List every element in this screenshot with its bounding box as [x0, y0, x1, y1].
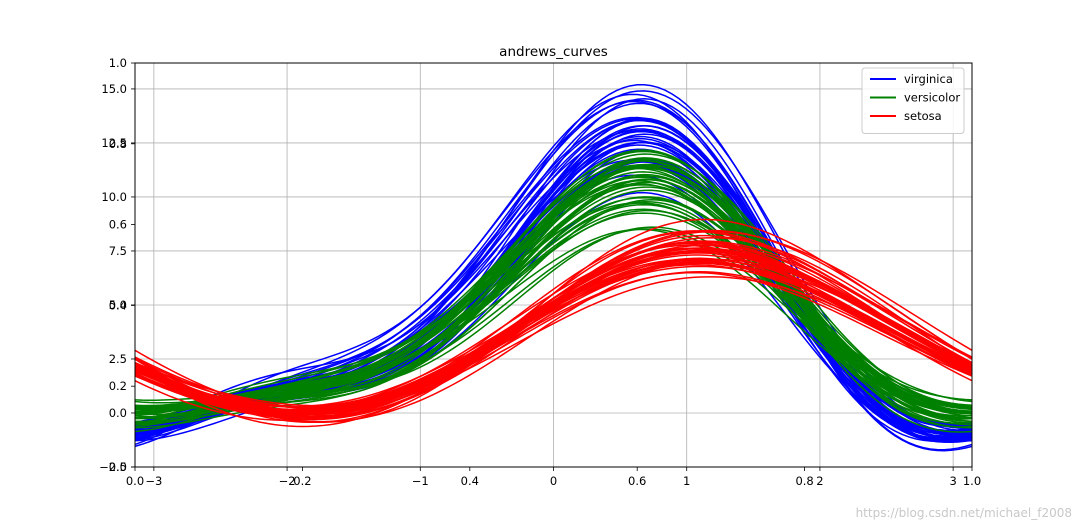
curve-setosa [134, 258, 973, 409]
watermark-text: https://blog.csdn.net/michael_f2008 [855, 506, 1072, 520]
overlay-x-tick-label: 0.0 [126, 474, 144, 488]
x-tick-label: −3 [145, 474, 162, 488]
y-tick-label: 2.5 [109, 352, 127, 366]
curve-versicolor [134, 196, 973, 410]
x-tick-label: 2 [816, 474, 823, 488]
y-tick-label: 10.0 [101, 190, 127, 204]
legend-label-virginica: virginica [904, 72, 953, 86]
overlay-y-tick-label: 0.8 [109, 137, 127, 151]
curve-versicolor [134, 183, 973, 413]
x-tick-label: 0 [550, 474, 557, 488]
x-tick-label: −2 [279, 474, 296, 488]
curve-setosa [134, 229, 973, 424]
curve-versicolor [134, 164, 973, 433]
overlay-y-tick-label: 0.6 [109, 218, 127, 232]
overlay-y-tick-label: 0.0 [109, 460, 127, 474]
tick-labels: −3 −2 −1 0 1 2 3−2.50.02.55.07.510.012.515.00.… [99, 56, 981, 488]
curve-setosa [134, 271, 973, 415]
curve-setosa [134, 244, 973, 408]
legend-label-setosa: setosa [904, 109, 942, 123]
y-tick-label: −2.5 [99, 460, 127, 474]
y-tick-label: 7.5 [109, 244, 127, 258]
curve-versicolor [134, 181, 973, 429]
overlay-x-tick-label: 0.4 [461, 474, 479, 488]
curve-setosa [134, 259, 973, 411]
legend-label-versicolor: versicolor [904, 91, 960, 105]
overlay-x-tick-label: 1.0 [963, 474, 981, 488]
overlay-x-tick-label: 0.2 [293, 474, 311, 488]
y-tick-label: 15.0 [101, 82, 127, 96]
curve-versicolor [134, 226, 973, 401]
overlay-y-tick-label: 1.0 [109, 56, 127, 70]
y-tick-label: 0.0 [109, 406, 127, 420]
curve-versicolor [134, 157, 973, 413]
curve-versicolor [134, 160, 973, 414]
overlay-x-tick-label: 0.6 [628, 474, 646, 488]
y-tick-label: 12.5 [101, 136, 127, 150]
x-tick-label: 1 [683, 474, 690, 488]
legend: virginica versicolor setosa [861, 67, 965, 134]
curves [134, 83, 973, 452]
chart-title: andrews_curves [499, 44, 608, 60]
y-tick-label: 5.0 [109, 298, 127, 312]
curve-setosa [134, 250, 973, 415]
overlay-y-tick-label: 0.2 [109, 379, 127, 393]
x-tick-label: −1 [412, 474, 429, 488]
overlay-x-tick-label: 0.8 [795, 474, 813, 488]
legend-box [861, 67, 965, 134]
x-tick-label: 3 [949, 474, 956, 488]
overlay-y-tick-label: 0.4 [109, 298, 127, 312]
